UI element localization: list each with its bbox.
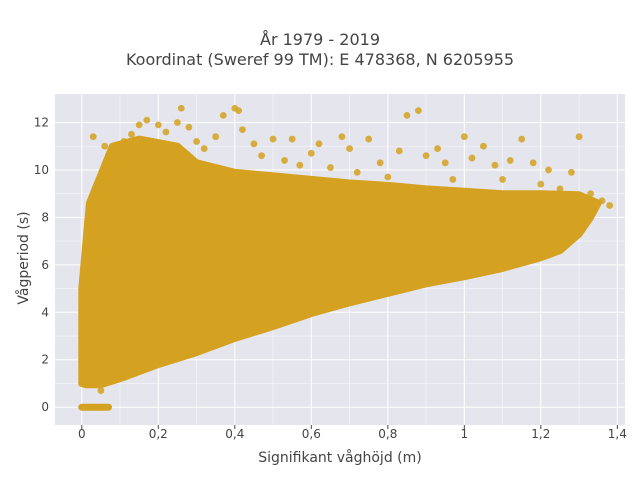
scatter-point [307, 149, 315, 157]
scatter-point [460, 133, 468, 141]
scatter-point [568, 168, 575, 176]
scatter-point [135, 121, 143, 129]
x-tick-label: 0,2 [149, 427, 168, 441]
scatter-point [434, 145, 441, 152]
x-axis-ticks: 0 0,2 0,4 0,6 0,8 1 1,2 1,4 [78, 425, 627, 441]
scatter-point [200, 145, 208, 152]
scatter-point [101, 142, 109, 150]
scatter-point [537, 180, 545, 188]
scatter-point [97, 387, 105, 394]
scatter-point [499, 176, 506, 183]
scatter-point [598, 197, 606, 205]
scatter-point [105, 178, 112, 186]
scatter-point [174, 119, 181, 126]
x-tick-label: 0,6 [302, 427, 321, 441]
x-tick-label: 0,4 [225, 427, 244, 441]
x-axis-label: Signifikant våghöjd (m) [258, 449, 421, 466]
scatter-point [219, 111, 227, 119]
scatter-point [529, 159, 537, 167]
scatter-point [269, 135, 277, 143]
scatter-point [506, 157, 514, 164]
y-axis-ticks: 0 2 4 6 8 10 12 [34, 115, 49, 414]
scatter-point [128, 130, 135, 138]
scatter-point [556, 185, 564, 193]
dense-point-cloud [78, 135, 602, 389]
scatter-point [177, 104, 185, 112]
y-tick-label: 0 [41, 400, 49, 414]
y-tick-label: 8 [41, 210, 49, 224]
scatter-point [545, 166, 552, 174]
scatter-point [449, 176, 457, 183]
x-tick-label: 0,8 [378, 427, 397, 441]
scatter-point [575, 133, 583, 141]
scatter-point [116, 147, 124, 155]
scatter-point [338, 133, 346, 141]
scatter-point [403, 111, 411, 119]
scatter-point [296, 161, 304, 169]
y-tick-label: 12 [34, 115, 49, 129]
scatter-point [384, 173, 392, 181]
scatter-point [258, 152, 265, 160]
scatter-point [491, 161, 499, 169]
scatter-point [193, 138, 200, 145]
scatter-point [441, 159, 449, 167]
scatter-point [143, 116, 151, 124]
scatter-point [422, 152, 430, 160]
scatter-point [288, 135, 296, 143]
y-tick-label: 10 [34, 163, 49, 177]
scatter-point [518, 135, 526, 143]
scatter-point [212, 133, 220, 141]
scatter-point [281, 157, 288, 164]
x-tick-label: 0 [78, 427, 86, 441]
scatter-point [587, 190, 594, 198]
scatter-point [468, 154, 476, 162]
scatter-point [239, 126, 246, 133]
scatter-point [480, 142, 487, 150]
chart-title-line-2: Koordinat (Sweref 99 TM): E 478368, N 62… [125, 50, 515, 69]
x-tick-label: 1,2 [531, 427, 550, 441]
scatter-point [327, 164, 334, 171]
scatter-point [89, 133, 97, 141]
scatter-point [606, 202, 614, 209]
scatter-point [162, 128, 170, 136]
scatter-point [376, 159, 384, 167]
y-tick-label: 4 [41, 305, 49, 319]
scatter-points [89, 104, 614, 394]
scatter-point [395, 147, 403, 155]
scatter-point [415, 107, 422, 115]
scatter-point [315, 140, 323, 148]
scatter-point [120, 138, 128, 145]
scatter-point [154, 121, 162, 129]
y-axis-label: Vågperiod (s) [15, 211, 32, 304]
scatter-point [108, 159, 116, 167]
scatter-point [235, 107, 243, 115]
scatter-point [250, 140, 258, 148]
x-tick-label: 1,4 [608, 427, 627, 441]
scatter-point [353, 168, 361, 176]
chart-title-line-1: År 1979 - 2019 [260, 30, 380, 49]
scatter-point [365, 135, 373, 143]
x-tick-label: 1 [461, 427, 469, 441]
y-tick-label: 2 [41, 353, 49, 367]
scatter-point [346, 145, 353, 152]
point-cloud [78, 135, 602, 411]
scatter-point [185, 123, 193, 131]
y-tick-label: 6 [41, 258, 49, 272]
